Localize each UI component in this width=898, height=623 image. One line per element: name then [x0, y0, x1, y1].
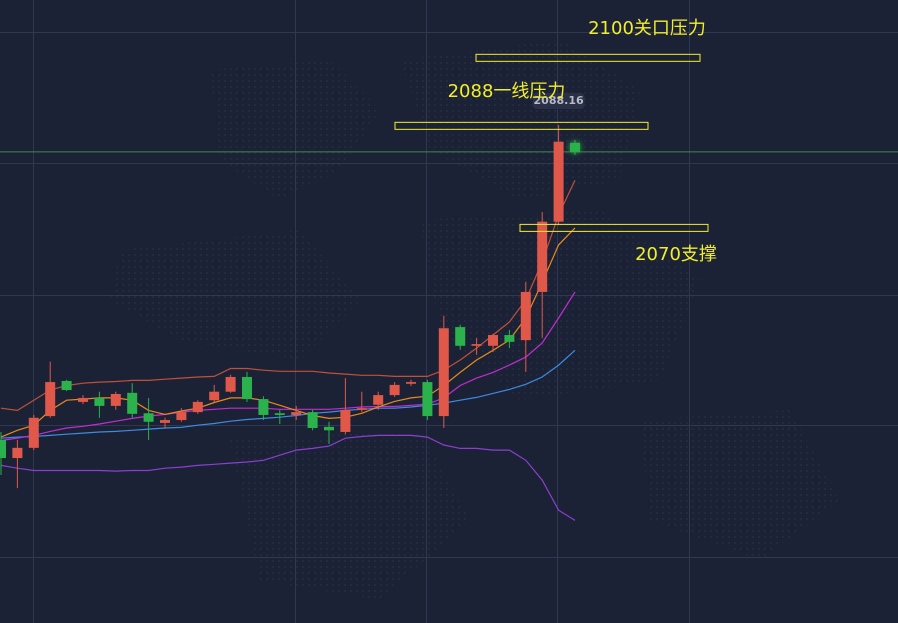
candle: [143, 397, 154, 440]
candle-body: [94, 397, 105, 406]
candle: [28, 414, 39, 451]
candle-body: [160, 420, 170, 423]
level-label: 2088一线压力: [448, 81, 566, 102]
candle: [520, 281, 531, 372]
candle-body: [110, 393, 121, 406]
candle: [340, 378, 351, 435]
candle-body: [340, 409, 351, 432]
candle-body: [143, 413, 154, 422]
candle-body: [291, 412, 302, 415]
price-label: 2088.16: [534, 94, 584, 107]
candle: [504, 329, 515, 349]
candle-body: [242, 376, 252, 400]
indicator-line: [0, 291, 576, 442]
candle-body: [274, 413, 285, 415]
candle: [471, 337, 482, 355]
candle: [78, 395, 88, 405]
candle: [373, 391, 384, 410]
level-box: [394, 121, 649, 130]
level-box: [519, 223, 709, 232]
candle: [488, 333, 498, 353]
candle-body: [61, 380, 72, 391]
candle-body: [504, 335, 515, 342]
candle: [127, 383, 138, 418]
candle: [258, 396, 269, 421]
candle: [570, 140, 580, 155]
candle-body: [307, 412, 318, 428]
candle: [324, 421, 334, 444]
candle: [176, 408, 187, 422]
indicator-line: [0, 434, 576, 521]
candle-body: [389, 384, 400, 396]
candle-body: [258, 399, 269, 415]
candle: [94, 391, 105, 418]
candle-body: [324, 426, 334, 431]
level-box: [475, 53, 701, 62]
candle-body: [0, 439, 6, 459]
candle: [406, 379, 416, 387]
candle: [438, 315, 449, 428]
candle: [45, 361, 56, 418]
candle: [225, 374, 236, 393]
candle-body: [45, 382, 56, 417]
candle: [0, 431, 6, 476]
candle: [291, 405, 302, 421]
candle: [192, 400, 203, 414]
candle: [389, 382, 400, 397]
candle-body: [78, 397, 88, 402]
level-label: 2070支撑: [635, 244, 717, 265]
candle-body: [127, 392, 138, 414]
candle-body: [209, 391, 220, 401]
candle: [553, 124, 564, 226]
candle: [12, 439, 23, 489]
indicator-line: [0, 180, 576, 412]
candle-body: [406, 382, 416, 384]
candle: [422, 379, 433, 421]
indicator-line: [0, 349, 576, 439]
level-label: 2100关口压力: [588, 18, 706, 39]
candle-body: [537, 221, 548, 292]
candle-body: [455, 327, 466, 346]
candle: [274, 409, 285, 425]
candle: [110, 391, 121, 410]
candle: [356, 391, 367, 413]
price-label-bg: [532, 92, 585, 109]
candle-body: [176, 412, 187, 421]
candle-body: [192, 401, 203, 413]
candle-body: [356, 408, 367, 410]
candle: [242, 371, 252, 402]
candle: [455, 324, 466, 350]
candle-body: [471, 344, 482, 346]
candle-body: [422, 382, 433, 417]
candle-body: [12, 447, 23, 459]
candle: [160, 417, 170, 428]
candle-body: [520, 291, 531, 341]
candle: [61, 379, 72, 392]
candle: [209, 384, 220, 402]
candle-body: [570, 142, 580, 152]
candle-body: [28, 417, 39, 448]
candle-body: [438, 328, 449, 417]
candle-body: [553, 141, 564, 222]
candle: [537, 212, 548, 338]
candle-body: [488, 335, 498, 346]
candle-body: [225, 376, 236, 392]
candle: [307, 409, 318, 431]
candle-body: [373, 395, 384, 405]
